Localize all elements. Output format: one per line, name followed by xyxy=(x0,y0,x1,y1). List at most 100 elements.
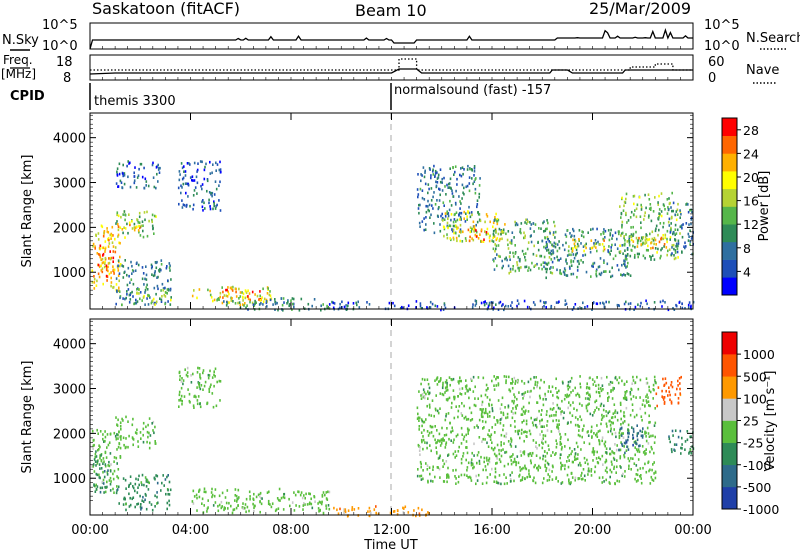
heatmap-cell xyxy=(624,257,627,260)
heatmap-cell xyxy=(505,256,507,260)
heatmap-cell xyxy=(209,172,212,175)
heatmap-cell xyxy=(679,392,681,395)
heatmap-cell xyxy=(225,294,228,298)
heatmap-cell xyxy=(620,234,622,237)
cpid-mode-1: themis 3300 xyxy=(94,94,176,109)
heatmap-cell xyxy=(590,468,593,471)
heatmap-cell xyxy=(550,253,553,256)
heatmap-cell xyxy=(641,418,643,422)
heatmap-cell xyxy=(237,488,240,492)
heatmap-cell xyxy=(624,239,626,242)
heatmap-cell xyxy=(104,490,107,494)
heatmap-cell xyxy=(604,469,607,472)
heatmap-cell xyxy=(198,288,201,291)
heatmap-cell xyxy=(576,242,579,246)
heatmap-cell xyxy=(497,244,500,247)
heatmap-cell xyxy=(252,502,254,506)
heatmap-cell xyxy=(498,239,501,242)
heatmap-cell xyxy=(220,170,222,174)
heatmap-cell xyxy=(665,246,668,249)
heatmap-cell xyxy=(476,203,479,206)
heatmap-cell xyxy=(423,428,425,432)
heatmap-cell xyxy=(600,418,603,421)
heatmap-cell xyxy=(114,246,117,249)
heatmap-cell xyxy=(443,302,446,305)
heatmap-cell xyxy=(568,265,571,269)
heatmap-cell xyxy=(637,431,640,435)
heatmap-cell xyxy=(116,475,118,478)
heatmap-cell xyxy=(633,440,636,444)
heatmap-cell xyxy=(187,195,189,198)
heatmap-cell xyxy=(660,210,663,213)
heatmap-cell xyxy=(654,247,657,250)
heatmap-cell xyxy=(627,435,630,439)
heatmap-cell xyxy=(102,282,104,286)
heatmap-cell xyxy=(204,165,206,169)
heatmap-cell xyxy=(574,458,576,461)
heatmap-cell xyxy=(624,263,626,266)
heatmap-cell xyxy=(634,453,636,457)
heatmap-cell xyxy=(99,430,102,433)
heatmap-cell xyxy=(119,263,122,266)
heatmap-cell xyxy=(143,483,145,487)
heatmap-cell xyxy=(455,211,458,214)
heatmap-cell xyxy=(482,437,484,441)
heatmap-cell xyxy=(523,253,525,256)
heatmap-cell xyxy=(452,377,455,381)
heatmap-cell xyxy=(109,489,112,492)
heatmap-cell xyxy=(552,465,554,469)
heatmap-cell xyxy=(583,249,585,253)
heatmap-cell xyxy=(671,252,673,255)
heatmap-cell xyxy=(156,502,158,505)
heatmap-cell xyxy=(300,297,303,301)
heatmap-cell xyxy=(609,253,611,256)
heatmap-cell xyxy=(258,303,261,306)
heatmap-cell xyxy=(555,439,557,442)
heatmap-cell xyxy=(605,422,608,426)
heatmap-cell xyxy=(136,503,138,506)
heatmap-cell xyxy=(566,384,569,388)
heatmap-cell xyxy=(134,269,137,272)
heatmap-cell xyxy=(251,301,254,305)
heatmap-cell xyxy=(127,445,129,449)
heatmap-cell xyxy=(530,454,533,457)
heatmap-cell xyxy=(109,482,112,486)
heatmap-cell xyxy=(178,393,181,397)
heatmap-cell xyxy=(545,244,548,248)
heatmap-cell xyxy=(474,385,476,389)
heatmap-cell xyxy=(550,390,552,393)
heatmap-cell xyxy=(528,429,531,433)
heatmap-cell xyxy=(144,476,147,479)
heatmap-cell xyxy=(687,239,690,242)
heatmap-cell xyxy=(666,240,668,244)
heatmap-cell xyxy=(581,477,583,481)
heatmap-cell xyxy=(201,497,204,501)
heatmap-cell xyxy=(455,468,457,472)
heatmap-cell xyxy=(517,256,520,259)
heatmap-cell xyxy=(465,433,467,437)
heatmap-cell xyxy=(664,236,667,240)
heatmap-cell xyxy=(547,221,549,225)
heatmap-cell xyxy=(104,463,107,466)
heatmap-cell xyxy=(630,388,633,392)
heatmap-cell xyxy=(478,418,481,422)
heatmap-cell xyxy=(515,407,517,410)
heatmap-cell xyxy=(524,234,526,238)
heatmap-cell xyxy=(477,473,480,477)
heatmap-cell xyxy=(112,260,114,263)
heatmap-cell xyxy=(626,265,628,268)
heatmap-cell xyxy=(466,451,469,455)
heatmap-cell xyxy=(588,386,590,390)
heatmap-cell xyxy=(93,484,95,487)
heatmap-cell xyxy=(160,289,162,292)
heatmap-cell xyxy=(503,434,506,438)
heatmap-cell xyxy=(520,413,523,416)
heatmap-cell xyxy=(251,290,254,294)
heatmap-cell xyxy=(225,501,228,505)
heatmap-cell xyxy=(423,391,426,394)
heatmap-cell xyxy=(495,230,497,233)
heatmap-cell xyxy=(596,432,598,435)
colorbar-swatch xyxy=(722,135,737,154)
heatmap-cell xyxy=(569,482,572,486)
heatmap-cell xyxy=(93,287,96,290)
